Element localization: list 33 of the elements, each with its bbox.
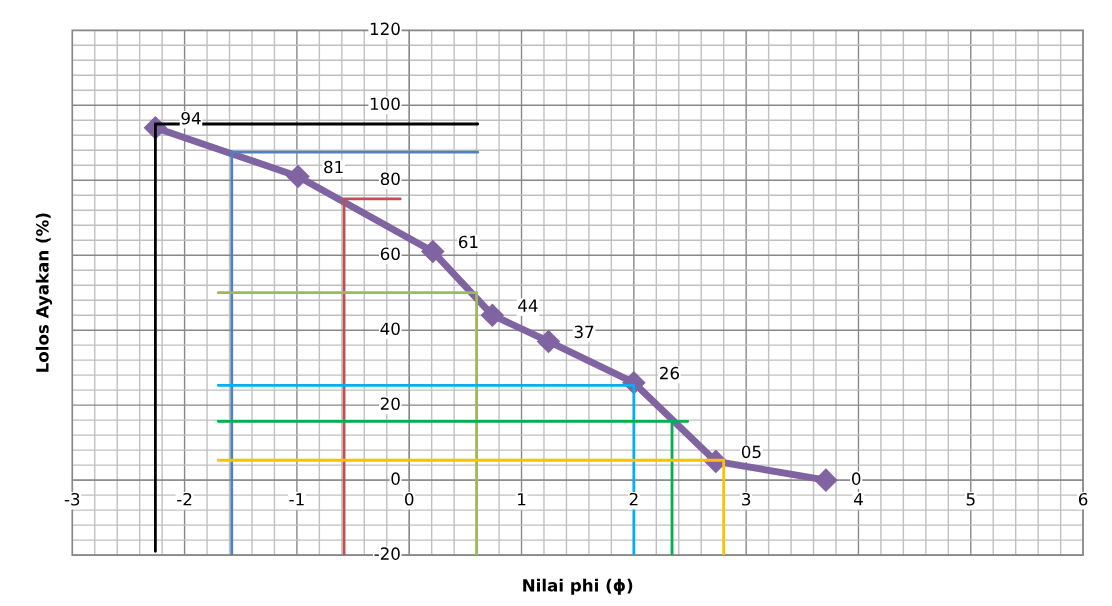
x-tick-label: 2 — [629, 492, 638, 506]
y-tick-label: 40 — [380, 322, 400, 336]
point — [814, 468, 838, 492]
y-tick-label: 60 — [380, 247, 400, 261]
y-tick-label: 120 — [370, 22, 400, 36]
x-tick-label: 4 — [853, 493, 863, 506]
y-tick-label: 20 — [380, 397, 400, 410]
data-label: 26 — [660, 366, 679, 380]
y-tick-label: 80 — [380, 172, 400, 186]
data-label: 0 — [851, 472, 861, 485]
point — [286, 164, 310, 188]
point — [536, 329, 560, 353]
point — [421, 239, 445, 263]
x-axis-title: Nilai phi (ϕ) — [523, 578, 633, 595]
x-tick-label: 1 — [518, 493, 526, 506]
data-label: 05 — [741, 445, 761, 459]
y-tick-label: -20 — [374, 547, 400, 560]
y-tick-label: 100 — [370, 97, 400, 111]
x-tick-label: 3 — [742, 492, 751, 506]
data-label: 37 — [574, 325, 594, 339]
data-label: 61 — [458, 235, 478, 249]
x-tick-label: 5 — [966, 493, 975, 506]
data-label: 44 — [518, 299, 538, 312]
point — [480, 303, 504, 327]
x-tick-label: -3 — [64, 492, 80, 506]
y-tick-label: 0 — [391, 472, 400, 485]
data-label: 81 — [324, 160, 343, 174]
x-tick-label: 0 — [405, 492, 414, 506]
x-tick-label: -2 — [177, 492, 192, 506]
y-axis-title: Lolos Ayakan (%) — [35, 213, 53, 372]
x-tick-label: -1 — [289, 493, 304, 506]
x-tick-label: 6 — [1078, 492, 1088, 506]
data-label: 94 — [181, 111, 201, 125]
